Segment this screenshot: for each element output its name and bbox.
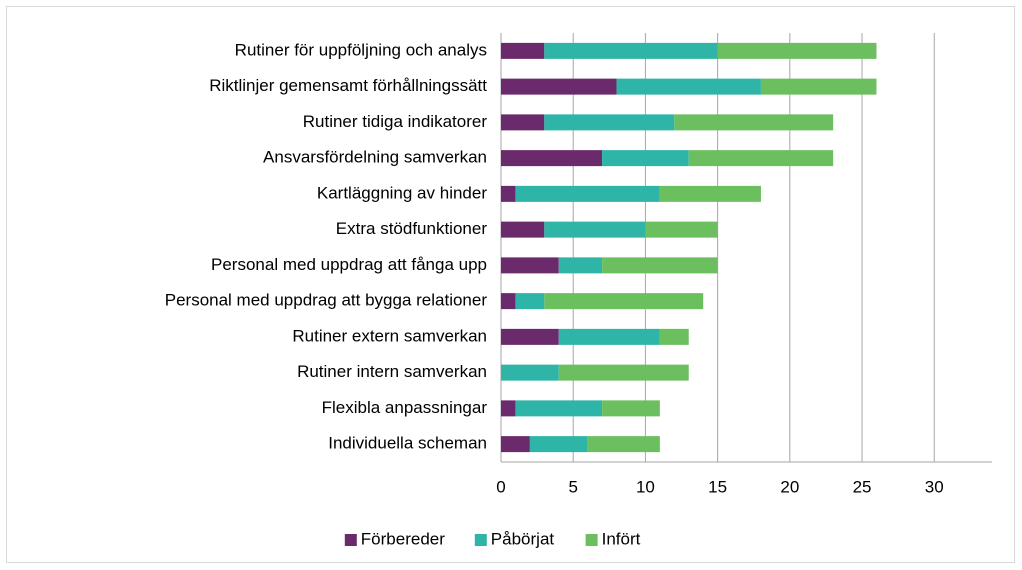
- chart-border: [6, 6, 1015, 563]
- x-tick-label: 10: [636, 477, 655, 496]
- legend-swatch: [344, 534, 357, 546]
- bar-segment: [501, 293, 516, 310]
- y-tick-label: Rutiner tidiga indikatorer: [303, 112, 488, 131]
- y-tick-label: Kartläggning av hinder: [317, 183, 487, 202]
- bar-segment: [558, 328, 660, 345]
- x-tick-label: 0: [496, 477, 505, 496]
- legend-label: Påbörjat: [491, 529, 555, 548]
- bar-segment: [501, 114, 545, 131]
- bar-segment: [544, 221, 646, 238]
- bar-segment: [558, 364, 689, 381]
- y-tick-label: Rutiner intern samverkan: [297, 362, 487, 381]
- x-tick-label: 25: [853, 477, 872, 496]
- bar-segment: [674, 114, 834, 131]
- legend-label: Förbereder: [361, 529, 445, 548]
- y-tick-label: Extra stödfunktioner: [336, 219, 488, 238]
- x-tick-label: 15: [708, 477, 727, 496]
- bar-segment: [501, 328, 559, 345]
- bar-segment: [717, 42, 877, 59]
- y-tick-label: Ansvarsfördelning samverkan: [263, 148, 487, 167]
- bar-segment: [659, 185, 761, 202]
- bar-segment: [501, 150, 603, 167]
- y-tick-label: Flexibla anpassningar: [322, 398, 488, 417]
- bar-segment: [501, 78, 617, 95]
- bar-segment: [544, 293, 704, 310]
- bar-segment: [501, 221, 545, 238]
- y-tick-label: Rutiner extern samverkan: [292, 326, 487, 345]
- bar-segment: [544, 42, 718, 59]
- legend-label: Infört: [602, 529, 641, 548]
- bar-segment: [602, 400, 660, 417]
- bar-segment: [602, 150, 689, 167]
- bar-segment: [544, 114, 675, 131]
- bar-segment: [616, 78, 761, 95]
- bar-segment: [501, 436, 530, 453]
- bar-segment: [515, 185, 660, 202]
- x-tick-label: 5: [568, 477, 577, 496]
- bar-segment: [688, 150, 834, 167]
- bar-segment: [659, 328, 689, 345]
- y-tick-label: Personal med uppdrag att bygga relatione…: [165, 291, 488, 310]
- bar-segment: [501, 364, 559, 381]
- bar-segment: [501, 185, 516, 202]
- bar-segment: [501, 42, 545, 59]
- bar-segment: [501, 257, 559, 274]
- bar-segment: [760, 78, 877, 95]
- bar-segment: [645, 221, 718, 238]
- bar-segment: [515, 293, 545, 310]
- y-tick-label: Riktlinjer gemensamt förhållningssätt: [209, 76, 487, 95]
- bar-segment: [587, 436, 660, 453]
- bar-segment: [529, 436, 588, 453]
- y-tick-label: Rutiner för uppföljning och analys: [235, 40, 487, 59]
- bar-segment: [558, 257, 603, 274]
- y-tick-label: Individuella scheman: [328, 434, 487, 453]
- bar-segment: [515, 400, 603, 417]
- bar-segment: [602, 257, 718, 274]
- bar-segment: [501, 400, 516, 417]
- y-tick-label: Personal med uppdrag att fånga upp: [211, 255, 487, 274]
- x-tick-label: 30: [925, 477, 944, 496]
- legend-swatch: [585, 534, 598, 546]
- x-tick-label: 20: [780, 477, 799, 496]
- legend-swatch: [474, 534, 487, 546]
